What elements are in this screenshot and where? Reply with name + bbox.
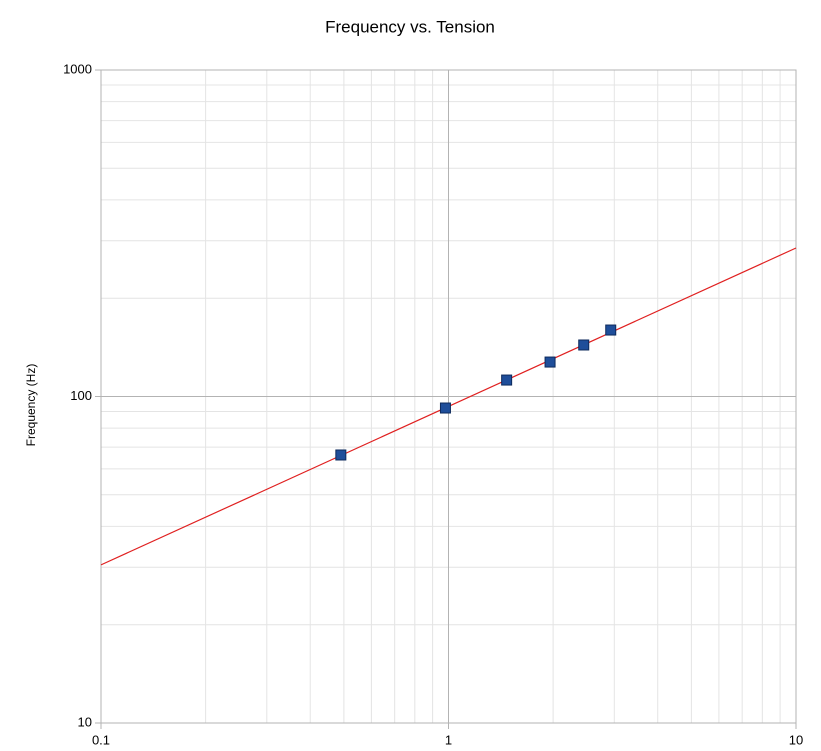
- x-tick-label: 1: [445, 732, 452, 747]
- x-tick-label: 0.1: [92, 732, 110, 747]
- data-point: [335, 449, 347, 461]
- plot-border: [100, 69, 797, 724]
- y-axis-label: Frequency (Hz): [24, 364, 38, 447]
- y-tick-label: 100: [70, 388, 92, 403]
- x-tick-label: 10: [789, 732, 803, 747]
- y-tick-label: 1000: [63, 61, 92, 76]
- y-tick-label: 10: [78, 714, 92, 729]
- data-point: [501, 374, 513, 386]
- data-point: [544, 356, 556, 368]
- data-point: [439, 402, 451, 414]
- data-point: [605, 324, 617, 336]
- chart-title: Frequency vs. Tension: [325, 17, 495, 36]
- data-point: [578, 339, 590, 351]
